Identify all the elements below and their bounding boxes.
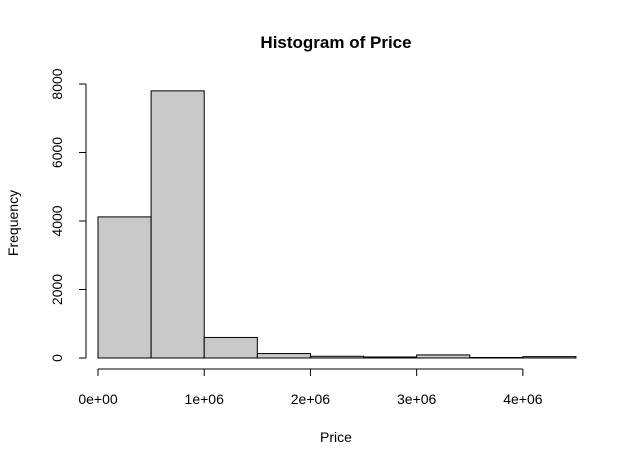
histogram-bar xyxy=(256,353,311,359)
y-tick-label: 8000 xyxy=(49,68,65,99)
histogram-bar xyxy=(203,336,258,359)
y-tick-label: 4000 xyxy=(49,205,65,236)
histogram-bar xyxy=(150,90,205,359)
x-tick-label: 0e+00 xyxy=(78,391,118,407)
y-tick-label: 2000 xyxy=(49,274,65,305)
histogram-bar xyxy=(363,356,418,359)
bars-group xyxy=(97,90,577,359)
chart-title: Histogram of Price xyxy=(260,33,411,52)
histogram-bar xyxy=(469,356,524,359)
y-axis-label: Frequency xyxy=(5,190,21,256)
x-axis-label: Price xyxy=(320,429,352,445)
histogram-bar xyxy=(309,355,365,359)
x-tick-label: 2e+06 xyxy=(291,391,331,407)
x-tick-label: 3e+06 xyxy=(397,391,437,407)
x-axis: 0e+00 1e+06 2e+06 3e+06 4e+06 xyxy=(78,368,543,407)
histogram-bar xyxy=(416,354,471,359)
x-tick-label: 4e+06 xyxy=(503,391,543,407)
y-tick-label: 6000 xyxy=(49,137,65,168)
y-axis: 0 2000 4000 6000 8000 xyxy=(49,68,87,362)
y-tick-label: 0 xyxy=(49,354,65,362)
histogram-bar xyxy=(522,356,577,359)
histogram-bar xyxy=(97,216,152,359)
x-tick-label: 1e+06 xyxy=(185,391,225,407)
